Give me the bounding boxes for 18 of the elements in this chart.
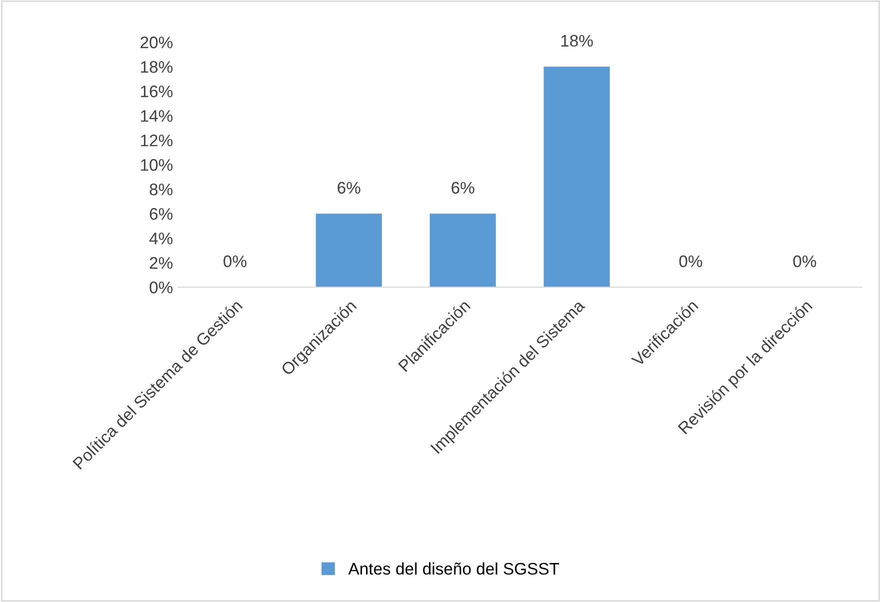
data-label: 0%	[224, 255, 246, 268]
data-label: 6%	[338, 182, 360, 194]
y-tick-label: 12%	[141, 134, 173, 146]
y-tick-label: 16%	[141, 86, 173, 98]
data-label: 0%	[793, 255, 816, 268]
data-label: 0%	[679, 255, 702, 268]
data-label: 6%	[452, 182, 474, 194]
y-tick-label: 14%	[141, 110, 173, 122]
data-label: 18%	[561, 34, 593, 47]
y-tick-label: 18%	[141, 61, 173, 73]
y-tick-label: 0%	[150, 282, 173, 294]
y-tick-label: 8%	[150, 184, 173, 196]
y-tick-label: 10%	[141, 159, 173, 171]
y-tick-label: 6%	[150, 208, 173, 220]
legend-label: Antes del diseño del SGSST	[348, 562, 560, 575]
y-tick-label: 2%	[150, 257, 173, 269]
y-tick-label: 4%	[149, 232, 173, 244]
y-tick-label: 20%	[140, 36, 173, 48]
